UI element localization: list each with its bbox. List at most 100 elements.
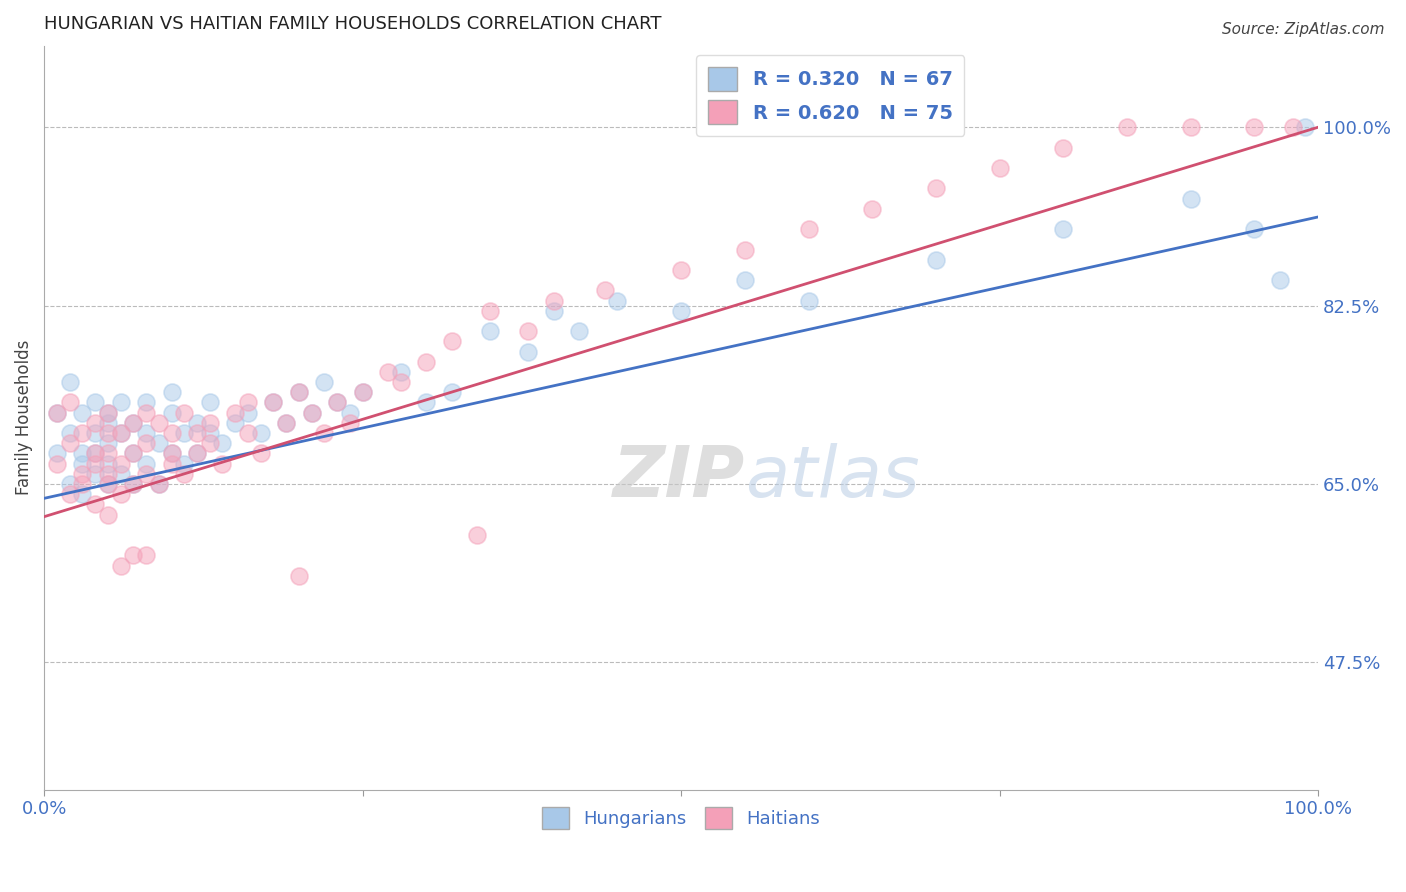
Point (314, 375, 336, 389)
Point (135, 549, 157, 563)
Point (135, 426, 157, 441)
Point (1116, 120, 1139, 135)
Point (84, 467, 107, 481)
Point (97, 446, 120, 460)
Point (288, 385, 311, 400)
Point (236, 426, 259, 441)
Point (72, 487, 94, 501)
Point (797, 293, 820, 308)
Point (110, 457, 132, 471)
Point (198, 416, 221, 430)
Point (479, 303, 502, 318)
Point (173, 467, 195, 481)
Point (326, 395, 349, 409)
Point (1180, 120, 1202, 135)
Point (1052, 140, 1074, 154)
Point (45, 457, 67, 471)
Point (198, 436, 221, 450)
Point (122, 416, 145, 430)
Point (110, 426, 132, 441)
Point (517, 324, 540, 338)
Point (198, 395, 221, 409)
Point (97, 457, 120, 471)
Point (58, 375, 80, 389)
Point (797, 222, 820, 236)
Point (122, 416, 145, 430)
Point (236, 406, 259, 420)
Point (97, 416, 120, 430)
Point (84, 416, 107, 430)
Point (148, 477, 170, 491)
Point (669, 263, 692, 277)
Point (122, 477, 145, 491)
Point (1052, 222, 1074, 236)
Point (925, 181, 948, 195)
Text: ZIP: ZIP (613, 442, 745, 512)
Point (135, 457, 157, 471)
Point (110, 467, 132, 481)
Point (186, 446, 208, 460)
Point (352, 385, 374, 400)
Point (465, 528, 488, 542)
Point (148, 436, 170, 450)
Point (97, 508, 120, 522)
Point (543, 303, 565, 318)
Point (734, 273, 756, 287)
Point (377, 365, 399, 379)
Point (249, 426, 271, 441)
Text: atlas: atlas (745, 442, 920, 512)
Point (517, 344, 540, 359)
Point (568, 324, 591, 338)
Point (84, 446, 107, 460)
Point (198, 426, 221, 441)
Point (415, 395, 437, 409)
Point (236, 395, 259, 409)
Point (72, 426, 94, 441)
Point (160, 457, 183, 471)
Point (314, 426, 336, 441)
Point (352, 385, 374, 400)
Point (593, 284, 616, 298)
Point (110, 426, 132, 441)
Point (925, 252, 948, 267)
Point (160, 385, 183, 400)
Text: Source: ZipAtlas.com: Source: ZipAtlas.com (1222, 22, 1385, 37)
Point (160, 446, 183, 460)
Point (669, 303, 692, 318)
Point (211, 457, 233, 471)
Point (97, 467, 120, 481)
Point (122, 477, 145, 491)
Y-axis label: Family Households: Family Households (15, 340, 32, 495)
Point (988, 161, 1011, 175)
Point (58, 395, 80, 409)
Point (479, 324, 502, 338)
Point (186, 446, 208, 460)
Point (122, 549, 145, 563)
Point (135, 395, 157, 409)
Point (97, 436, 120, 450)
Point (262, 395, 284, 409)
Point (97, 406, 120, 420)
Point (72, 446, 94, 460)
Point (160, 446, 183, 460)
Point (110, 487, 132, 501)
Point (440, 385, 463, 400)
Text: HUNGARIAN VS HAITIAN FAMILY HOUSEHOLDS CORRELATION CHART: HUNGARIAN VS HAITIAN FAMILY HOUSEHOLDS C… (44, 15, 662, 33)
Point (84, 457, 107, 471)
Point (1243, 120, 1265, 135)
Point (97, 477, 120, 491)
Point (860, 202, 883, 216)
Point (276, 416, 298, 430)
Point (173, 426, 195, 441)
Point (97, 426, 120, 441)
Point (734, 243, 756, 257)
Point (135, 436, 157, 450)
Point (339, 416, 361, 430)
Point (326, 395, 349, 409)
Point (148, 477, 170, 491)
Point (135, 406, 157, 420)
Point (288, 385, 311, 400)
Point (110, 395, 132, 409)
Point (72, 477, 94, 491)
Point (301, 406, 323, 420)
